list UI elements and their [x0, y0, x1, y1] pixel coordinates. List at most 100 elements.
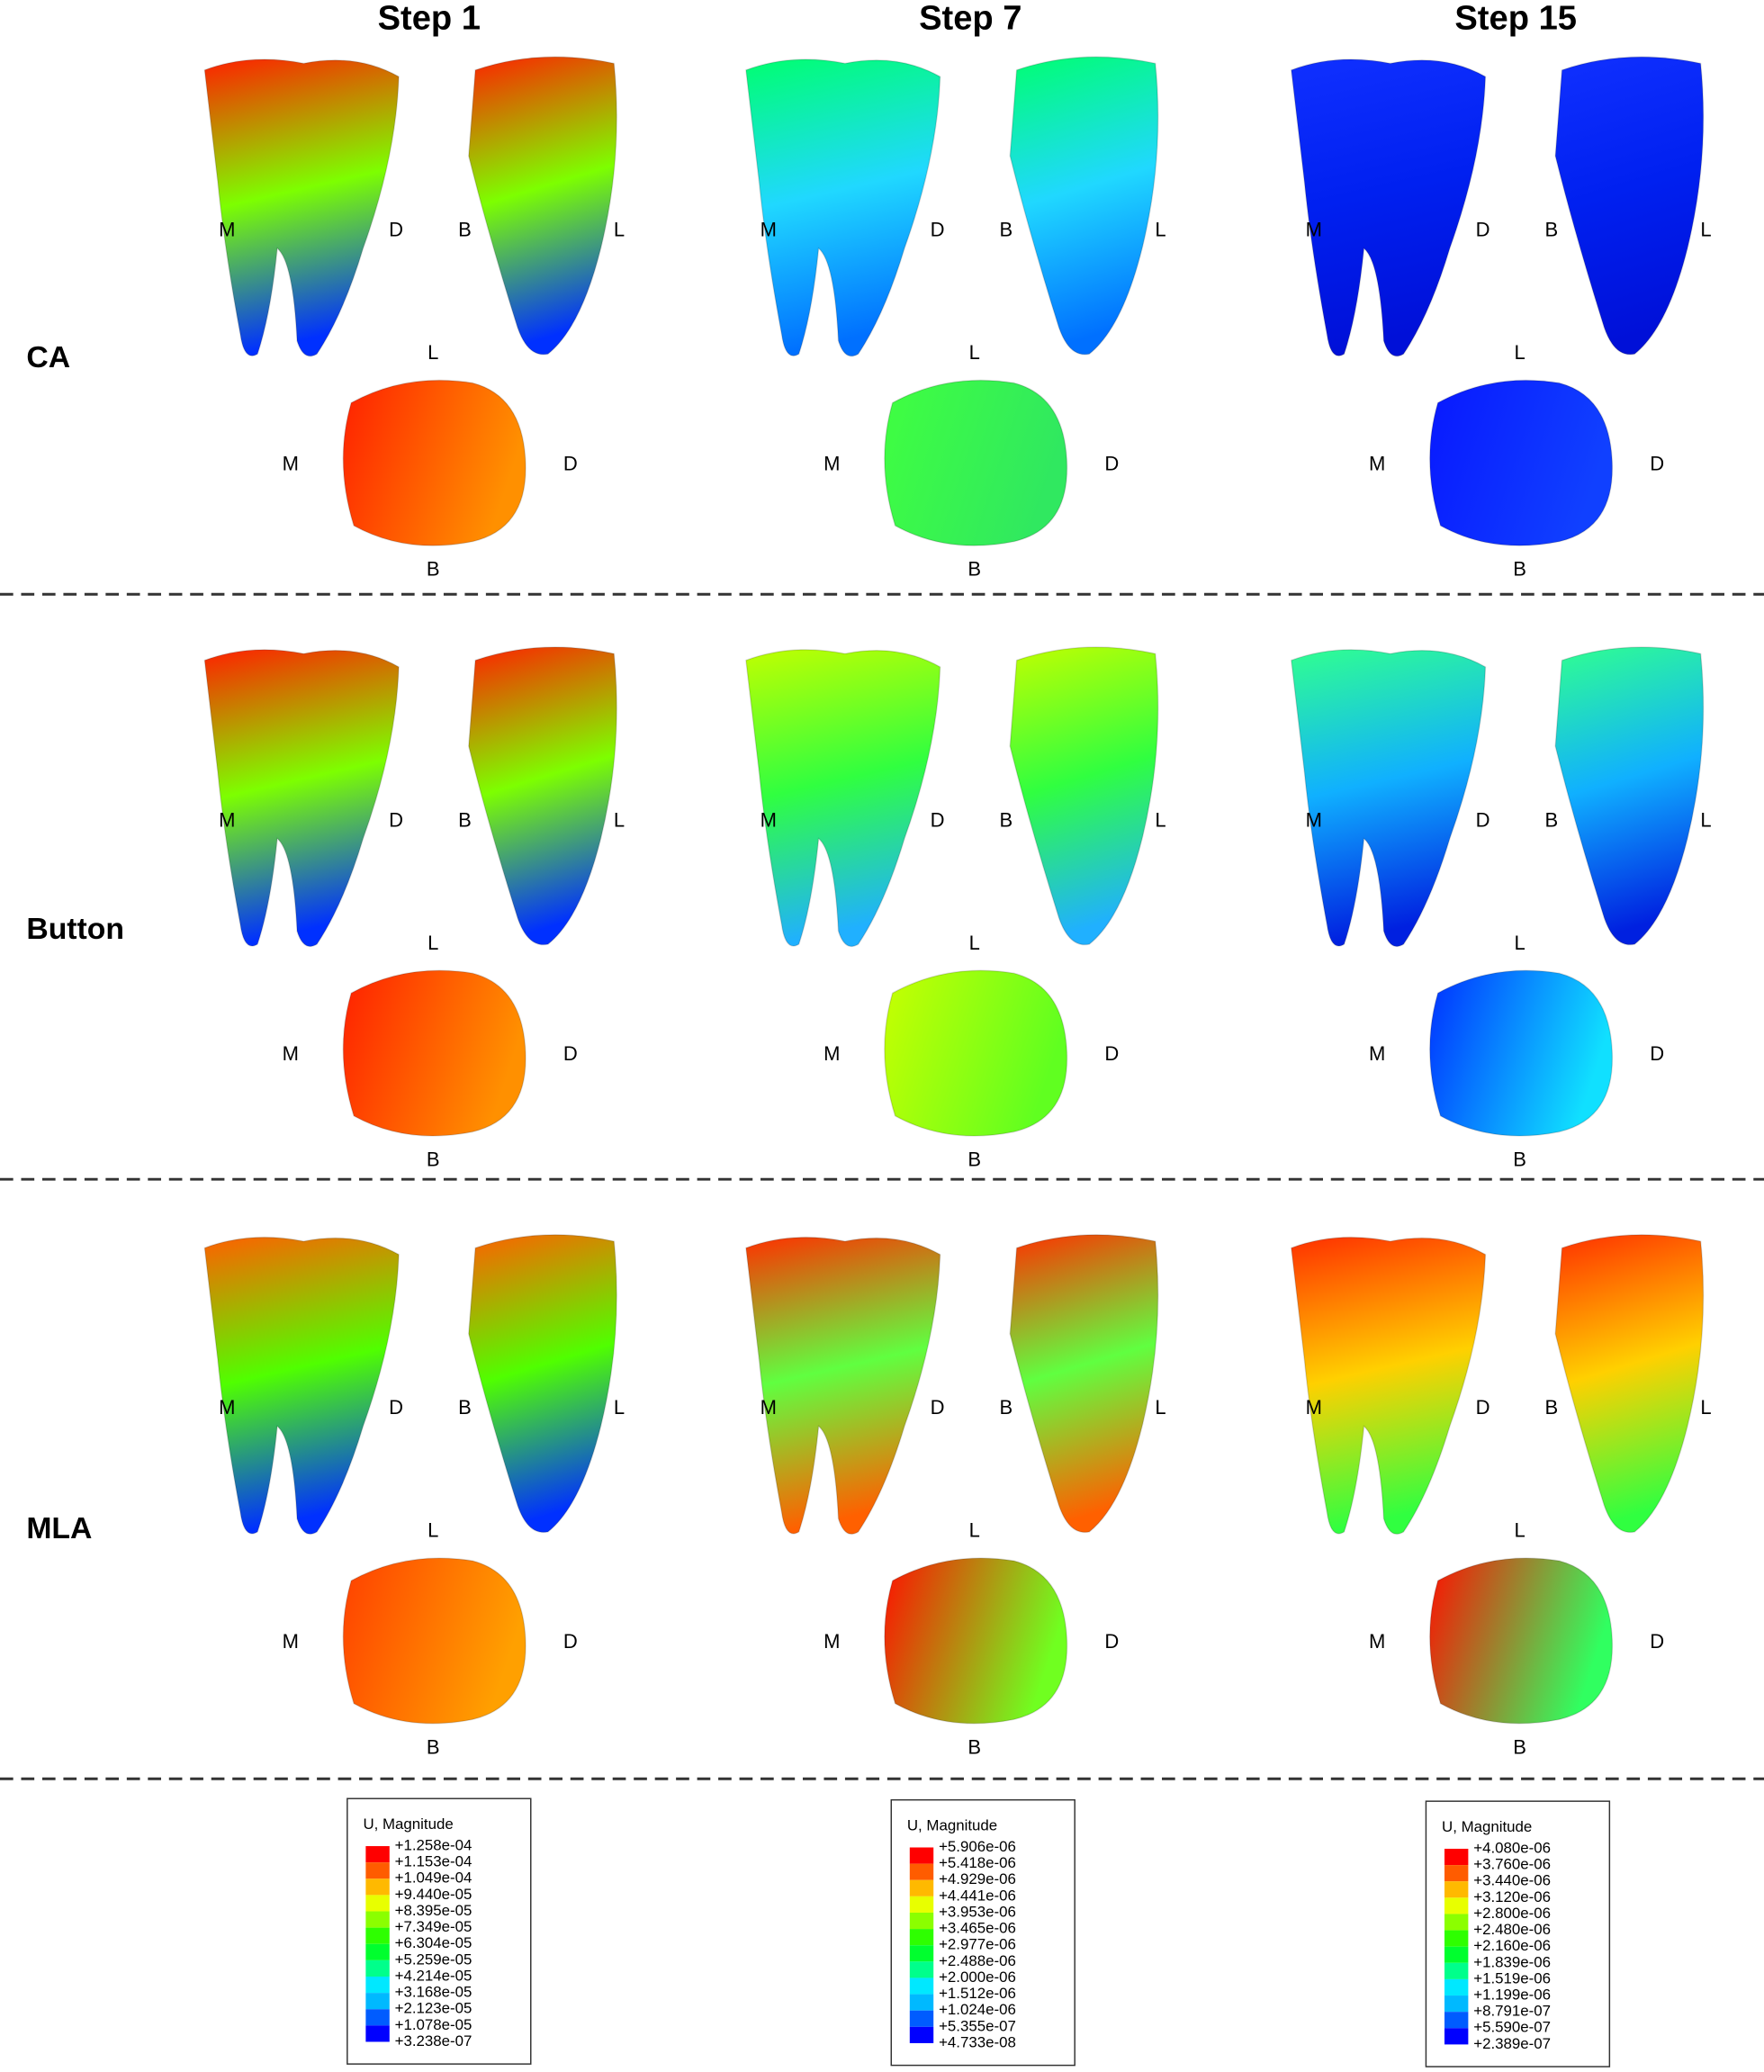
legend-value: +8.791e-07 — [1473, 2003, 1551, 2020]
column-header: Step 15 — [1454, 0, 1577, 37]
legend-value: +1.839e-06 — [1473, 1953, 1551, 1970]
orientation-label: B — [427, 1148, 440, 1170]
orientation-label: L — [1700, 219, 1711, 241]
legend-value: +5.418e-06 — [939, 1854, 1016, 1871]
orientation-label: L — [969, 932, 980, 954]
orientation-label: L — [969, 341, 980, 364]
legend-value: +3.120e-06 — [1473, 1888, 1551, 1905]
legend-swatch — [1444, 1962, 1469, 1979]
orientation-label: M — [824, 1042, 840, 1065]
legend-swatch — [1444, 1897, 1469, 1914]
tooth-mesiodistal-view — [745, 1236, 941, 1535]
legend-value: +1.153e-04 — [395, 1853, 472, 1870]
orientation-label: L — [428, 341, 438, 364]
tooth-occlusal-view — [342, 969, 526, 1137]
orientation-label: M — [1306, 808, 1322, 831]
tooth-buccolingual-view — [468, 1234, 617, 1534]
orientation-label: B — [458, 808, 472, 831]
orientation-label: L — [1514, 932, 1525, 954]
orientation-label: L — [614, 808, 625, 831]
tooth-occlusal-view — [884, 969, 1068, 1137]
tooth-mesiodistal-view — [1290, 1236, 1487, 1535]
orientation-label: D — [389, 808, 403, 831]
legend-swatch — [909, 1863, 934, 1880]
orientation-label: B — [1513, 1148, 1526, 1170]
tooth-buccolingual-view — [1009, 56, 1159, 356]
orientation-label: B — [1513, 1735, 1526, 1758]
tooth-buccolingual-view — [1554, 646, 1705, 946]
orientation-label: B — [458, 219, 472, 241]
orientation-label: D — [563, 1042, 578, 1065]
legend-swatch — [1444, 1946, 1469, 1963]
legend-value: +8.395e-05 — [395, 1902, 472, 1919]
legend-value: +5.590e-07 — [1473, 2019, 1551, 2036]
tooth-mesiodistal-view — [203, 1236, 400, 1535]
legend-value: +2.123e-05 — [395, 2000, 472, 2017]
legend-value: +4.929e-06 — [939, 1870, 1016, 1887]
orientation-label: L — [428, 1519, 438, 1542]
legend-value: +5.355e-07 — [939, 2017, 1016, 2034]
orientation-label: D — [931, 808, 945, 831]
orientation-label: D — [1476, 219, 1490, 241]
legend-swatch — [365, 1895, 390, 1912]
tooth-buccolingual-view — [1554, 56, 1705, 356]
legend-value: +5.259e-05 — [395, 1950, 472, 1968]
legend-swatch — [365, 1878, 390, 1896]
legend-value: +3.465e-06 — [939, 1920, 1016, 1937]
legend-swatch — [365, 1927, 390, 1944]
orientation-label: B — [458, 1396, 472, 1419]
orientation-label: D — [563, 452, 578, 474]
legend-swatch — [909, 1896, 934, 1913]
legend-value: +3.760e-06 — [1473, 1856, 1551, 1873]
orientation-label: L — [969, 1519, 980, 1542]
orientation-label: L — [428, 932, 438, 954]
orientation-label: L — [614, 219, 625, 241]
tooth-mesiodistal-view — [1290, 649, 1487, 948]
legend-value: +1.024e-06 — [939, 2001, 1016, 2018]
tooth-mesiodistal-view — [1290, 59, 1487, 357]
legend-swatch — [365, 1943, 390, 1960]
orientation-label: M — [1369, 452, 1385, 474]
orientation-label: L — [1155, 219, 1166, 241]
orientation-label: M — [1369, 1042, 1385, 1065]
legend-value: +2.480e-06 — [1473, 1921, 1551, 1938]
legend-swatch — [1444, 1881, 1469, 1898]
tooth-buccolingual-view — [1554, 1234, 1705, 1534]
legend-swatch — [909, 1929, 934, 1946]
orientation-label: B — [1000, 219, 1013, 241]
orientation-label: M — [760, 219, 777, 241]
legend-swatch — [909, 2010, 934, 2027]
orientation-label: D — [389, 219, 403, 241]
legend-swatch — [365, 1993, 390, 2010]
legend-swatch — [1444, 1865, 1469, 1882]
orientation-label: M — [760, 808, 777, 831]
orientation-label: M — [1369, 1630, 1385, 1653]
tooth-buccolingual-view — [1009, 1234, 1159, 1534]
legend-value: +2.000e-06 — [939, 1968, 1016, 1986]
orientation-label: D — [1104, 1042, 1119, 1065]
orientation-label: L — [1514, 341, 1525, 364]
orientation-label: M — [824, 452, 840, 474]
orientation-label: D — [1650, 1630, 1664, 1653]
orientation-label: L — [1700, 1396, 1711, 1419]
orientation-label: M — [824, 1630, 840, 1653]
legend-value: +1.049e-04 — [395, 1869, 472, 1887]
legend-value: +2.389e-07 — [1473, 2035, 1551, 2052]
legend-swatch — [909, 1879, 934, 1896]
orientation-label: M — [219, 219, 235, 241]
legend-swatch — [1444, 1848, 1469, 1866]
legend-swatch — [909, 1945, 934, 1962]
orientation-label: D — [931, 219, 945, 241]
orientation-label: D — [1104, 452, 1119, 474]
legend-value: +7.349e-05 — [395, 1918, 472, 1935]
legend-swatch — [909, 1994, 934, 2011]
orientation-label: D — [389, 1396, 403, 1419]
legend-value: +1.078e-05 — [395, 2016, 472, 2033]
orientation-label: B — [968, 558, 981, 581]
legend-swatch — [1444, 1978, 1469, 1996]
legend-value: +3.953e-06 — [939, 1903, 1016, 1920]
orientation-label: L — [1155, 808, 1166, 831]
orientation-label: D — [1650, 1042, 1664, 1065]
legend-swatch — [365, 1846, 390, 1863]
orientation-label: D — [563, 1630, 578, 1653]
